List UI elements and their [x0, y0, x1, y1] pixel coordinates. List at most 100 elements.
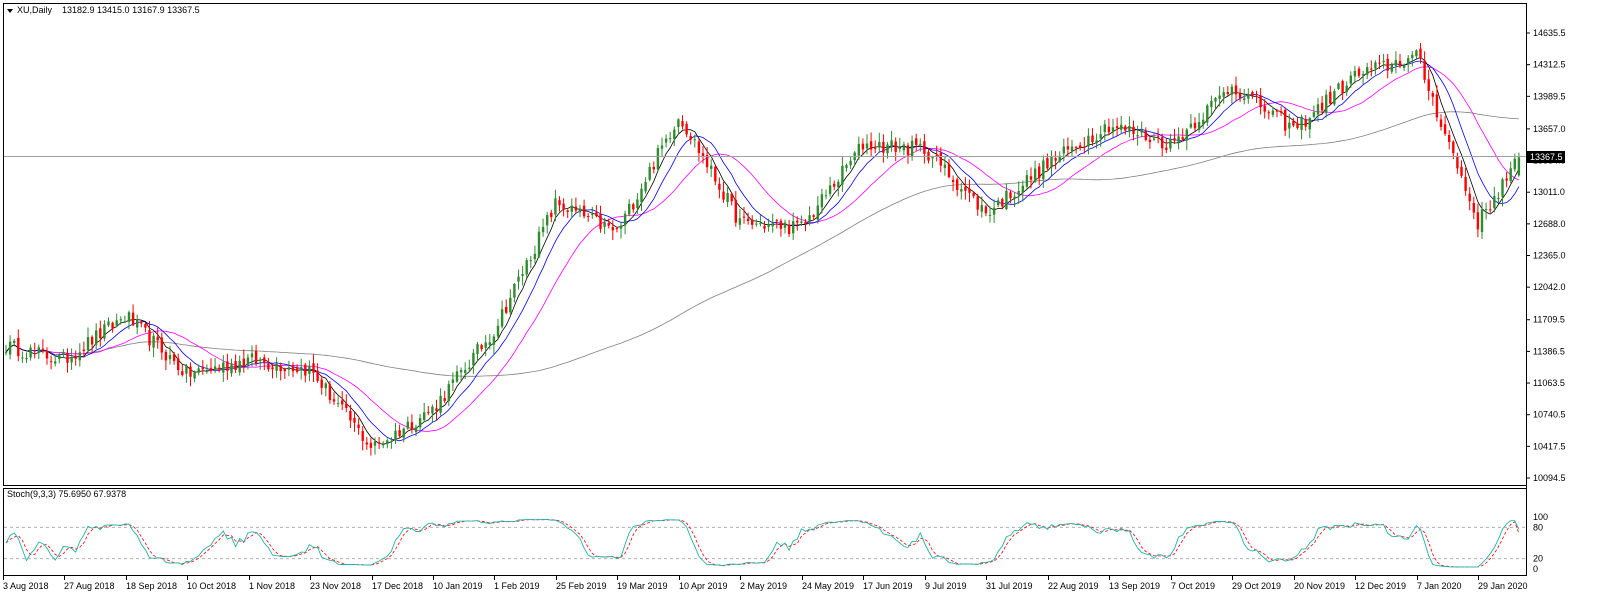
candle-body	[906, 145, 910, 155]
candle-body	[833, 183, 836, 187]
candle-body	[956, 179, 959, 190]
time-label: 22 Aug 2019	[1048, 581, 1099, 591]
candle-body	[488, 342, 491, 345]
candle-body	[377, 442, 381, 444]
candle-body	[1111, 127, 1115, 133]
candle-body	[1288, 122, 1291, 129]
candle-body	[1464, 176, 1467, 191]
candle-body	[1234, 85, 1238, 95]
candle-body	[1439, 119, 1443, 127]
candle-body	[1275, 110, 1279, 112]
candle-body	[13, 340, 16, 343]
candle-body	[353, 417, 356, 423]
candle-body	[681, 121, 684, 127]
candle-body	[1460, 166, 1463, 176]
candle-body	[58, 354, 61, 359]
candle-body	[984, 206, 988, 214]
grid-layer	[4, 526, 1526, 560]
candle-body	[1095, 140, 1098, 144]
candle-body	[550, 212, 553, 218]
candle-body	[992, 207, 996, 215]
candle-body	[1443, 124, 1447, 134]
candle-body	[705, 154, 709, 168]
time-label: 25 Feb 2019	[556, 581, 607, 591]
candle-body	[824, 195, 828, 197]
candle-body	[402, 428, 405, 438]
time-label: 7 Oct 2019	[1171, 581, 1215, 591]
candle-body	[755, 223, 758, 225]
candle-body	[160, 337, 163, 353]
candle-body	[136, 319, 139, 328]
candle-body	[484, 342, 487, 349]
candle-body	[74, 355, 77, 359]
candle-body	[792, 221, 795, 234]
candle-body	[455, 371, 459, 382]
price-tick-label: 10740.5	[1533, 410, 1566, 420]
candle-body	[1189, 123, 1193, 128]
main-price-panel[interactable]	[3, 3, 1527, 486]
price-tick-label: 10417.5	[1533, 441, 1566, 451]
candle-body	[1230, 86, 1234, 95]
candle-body	[1304, 119, 1307, 127]
candle-body	[1103, 124, 1106, 132]
candle-body	[226, 361, 229, 371]
candle-body	[1271, 110, 1275, 115]
candle-body	[1390, 64, 1393, 72]
candle-body	[361, 431, 364, 441]
candle-body	[644, 181, 647, 192]
time-label: 12 Dec 2019	[1355, 581, 1406, 591]
candle-body	[464, 370, 467, 373]
time-label: 7 Jan 2020	[1417, 581, 1462, 591]
candle-body	[1017, 190, 1020, 195]
candle-body	[1452, 141, 1455, 154]
time-label: 3 Aug 2018	[3, 581, 49, 591]
candle-body	[115, 320, 118, 326]
candle-body	[230, 363, 233, 374]
candle-body	[837, 181, 840, 188]
candle-body	[968, 188, 971, 193]
candle-body	[1484, 209, 1488, 211]
candle-body	[718, 183, 721, 190]
candle-body	[796, 220, 799, 223]
candle-body	[1218, 95, 1221, 99]
candle-body	[1120, 124, 1123, 130]
candle-body	[775, 220, 778, 222]
candle-body	[636, 199, 639, 208]
candle-body	[1316, 104, 1320, 115]
candle-body	[324, 383, 327, 389]
candle-body	[517, 276, 520, 282]
time-label: 2 May 2019	[740, 581, 787, 591]
candle-body	[111, 322, 114, 329]
candle-body	[1349, 75, 1352, 84]
candle-body	[82, 349, 86, 351]
candle-body	[869, 141, 873, 150]
candle-body	[574, 206, 578, 211]
candle-body	[648, 166, 651, 180]
candle-body	[1181, 137, 1184, 140]
candle-body	[1197, 122, 1201, 130]
candle-body	[431, 406, 434, 414]
candle-body	[435, 408, 438, 411]
price-tick-label: 13989.5	[1533, 91, 1566, 101]
time-label: 29 Oct 2019	[1232, 581, 1281, 591]
candle-body	[168, 355, 172, 360]
candle-body	[316, 370, 319, 381]
candle-body	[1353, 70, 1357, 77]
candle-body	[722, 191, 725, 200]
candle-body	[295, 368, 299, 372]
candle-body	[86, 337, 90, 351]
candle-body	[107, 321, 110, 326]
candle-body	[1329, 91, 1332, 104]
price-tick-label: 12365.0	[1533, 251, 1566, 261]
candle-body	[541, 226, 545, 233]
ma-slow-line	[5, 66, 1520, 432]
candle-body	[222, 362, 225, 373]
candle-body	[213, 366, 217, 370]
candle-body	[238, 361, 241, 373]
candle-body	[751, 219, 754, 225]
candle-body	[472, 352, 475, 366]
candle-body	[1468, 193, 1471, 202]
symbol-menu-triangle-icon[interactable]	[7, 9, 13, 13]
candle-body	[841, 165, 844, 185]
